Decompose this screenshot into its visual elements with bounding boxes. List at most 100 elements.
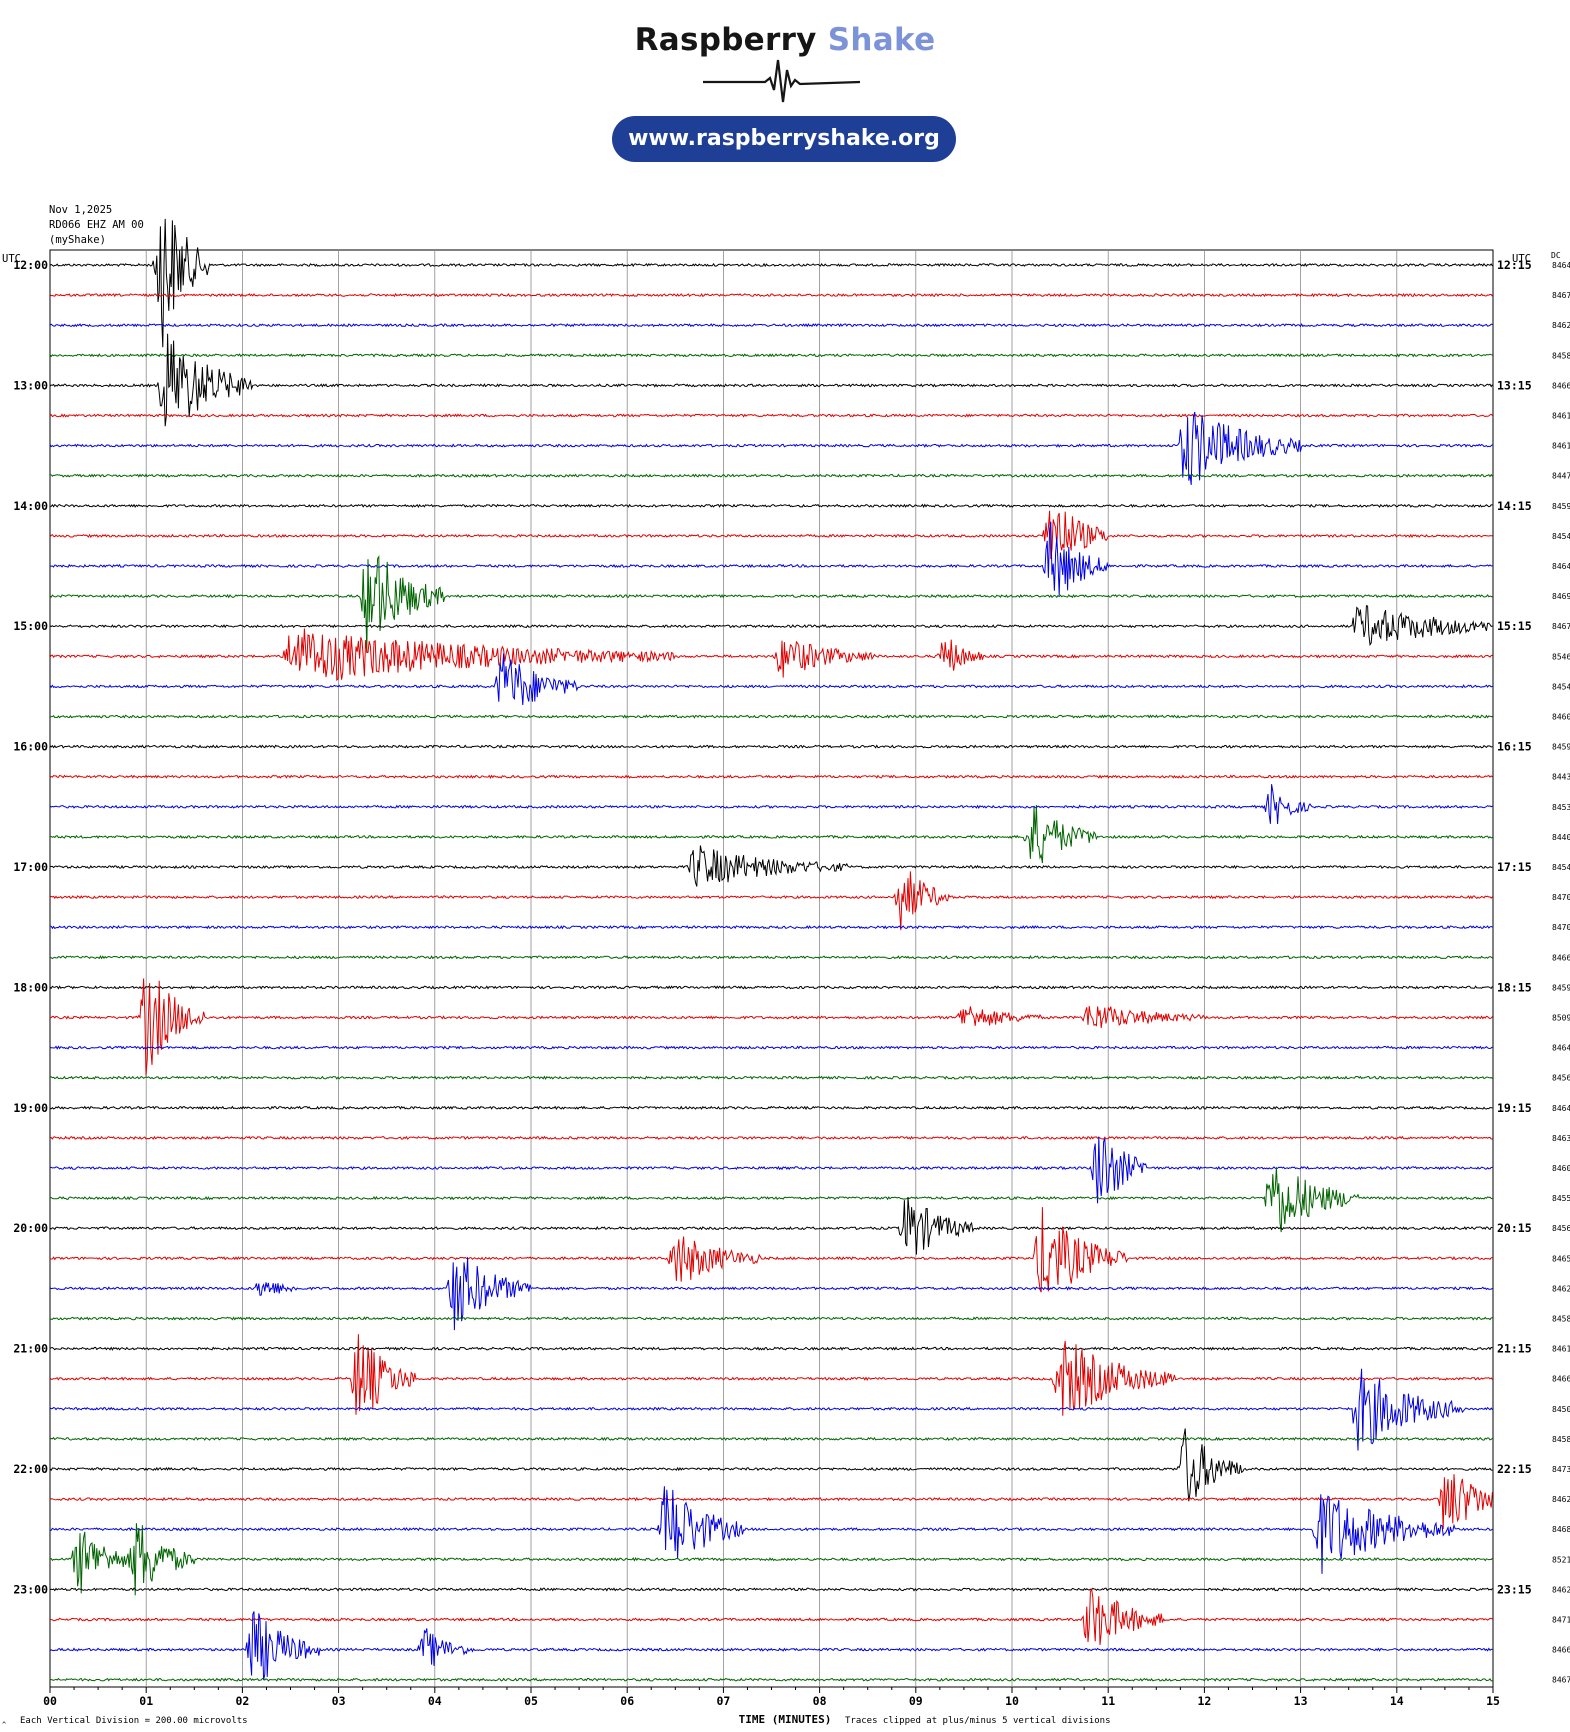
trace-line xyxy=(49,784,1493,825)
trace-line xyxy=(49,955,1493,960)
trace-line xyxy=(49,871,1493,931)
left-time-label: 13:00 xyxy=(13,378,48,392)
trace-line xyxy=(50,503,1493,509)
trace-line xyxy=(49,1075,1493,1080)
x-tick-label: 14 xyxy=(1390,1694,1404,1708)
seismograph-wave-icon xyxy=(703,59,861,103)
trace-line xyxy=(49,744,1493,749)
x-tick-label: 15 xyxy=(1486,1694,1500,1708)
right-time-label: 20:15 xyxy=(1497,1221,1532,1235)
trace-line xyxy=(49,1105,1493,1111)
brand-part1: Raspberry xyxy=(634,22,817,58)
trace-line xyxy=(49,473,1493,478)
dc-value: 8470 xyxy=(1552,893,1570,902)
dc-value: 8464 xyxy=(1552,1104,1570,1113)
right-time-label: 12:15 xyxy=(1497,258,1532,272)
dc-value: 8454 xyxy=(1552,863,1570,872)
dc-value: 8467 xyxy=(1552,1676,1570,1685)
brand-name: Raspberry Shake xyxy=(0,22,1570,58)
dc-value: 8461 xyxy=(1552,442,1570,451)
dc-value: 8461 xyxy=(1552,412,1570,421)
dc-value: 8462 xyxy=(1552,1585,1570,1594)
footer-clip-note: Traces clipped at plus/minus 5 vertical … xyxy=(845,1716,1111,1726)
left-time-label: 12:00 xyxy=(13,258,48,272)
x-tick-label: 05 xyxy=(524,1694,538,1708)
x-tick-label: 07 xyxy=(716,1694,730,1708)
dc-value: 8470 xyxy=(1552,923,1570,932)
x-tick-label: 01 xyxy=(139,1694,153,1708)
dc-value: 8546 xyxy=(1552,652,1570,661)
chart-header: Nov 1,2025 RD066 EHZ AM 00 (myShake) xyxy=(49,203,144,248)
trace-line xyxy=(49,1588,1493,1645)
trace-line xyxy=(49,714,1493,719)
left-time-label: 20:00 xyxy=(13,1221,48,1235)
trace-line xyxy=(49,1474,1493,1530)
x-tick-label: 06 xyxy=(620,1694,634,1708)
header-network: (myShake) xyxy=(49,234,106,246)
dc-value: 8471 xyxy=(1552,1616,1570,1625)
trace-line xyxy=(50,978,1493,1076)
footer-marker-icon: ^ xyxy=(2,1721,6,1729)
dc-value: 8462 xyxy=(1552,1284,1570,1293)
dc-value: 8509 xyxy=(1552,1014,1570,1023)
brand-part2: Shake xyxy=(827,22,936,58)
right-time-label: 14:15 xyxy=(1497,499,1532,513)
dc-value: 8454 xyxy=(1552,682,1570,691)
left-time-label: 23:00 xyxy=(13,1582,48,1596)
x-axis-title: TIME (MINUTES) xyxy=(739,1713,832,1726)
dc-value: 8454 xyxy=(1552,532,1570,541)
dc-value: 8463 xyxy=(1552,1134,1570,1143)
x-tick-label: 00 xyxy=(43,1694,57,1708)
dc-value: 8462 xyxy=(1552,321,1570,330)
left-axis-label: UTC xyxy=(2,253,21,265)
left-time-label: 18:00 xyxy=(13,980,48,994)
x-tick-label: 08 xyxy=(813,1694,827,1708)
header-station: RD066 EHZ AM 00 xyxy=(49,219,144,231)
dc-value: 8461 xyxy=(1552,1345,1570,1354)
x-tick-label: 02 xyxy=(235,1694,249,1708)
trace-line xyxy=(49,1346,1493,1351)
dc-value: 8447 xyxy=(1552,472,1570,481)
dc-value: 8443 xyxy=(1552,773,1570,782)
left-time-label: 16:00 xyxy=(13,740,48,754)
website-link[interactable]: www.raspberryshake.org xyxy=(612,116,956,162)
dc-value: 8468 xyxy=(1552,1525,1570,1534)
right-time-label: 15:15 xyxy=(1497,619,1532,633)
left-time-label: 19:00 xyxy=(13,1101,48,1115)
dc-value: 8464 xyxy=(1552,261,1570,270)
trace-line xyxy=(49,1486,1493,1574)
right-time-label: 17:15 xyxy=(1497,860,1532,874)
trace-line xyxy=(49,1428,1493,1502)
dc-value: 8462 xyxy=(1552,1495,1570,1504)
trace-line xyxy=(49,1136,1493,1204)
x-tick-label: 13 xyxy=(1294,1694,1308,1708)
right-axis-label: UTC xyxy=(1512,253,1531,265)
trace-line xyxy=(49,1368,1493,1451)
trace-line xyxy=(49,333,1493,427)
trace-line xyxy=(49,292,1493,298)
dc-value: 8453 xyxy=(1552,803,1570,812)
trace-line xyxy=(49,1436,1493,1442)
trace-line xyxy=(49,1045,1493,1050)
dc-value: 8458 xyxy=(1552,351,1570,360)
trace-line xyxy=(49,1207,1493,1293)
x-tick-label: 03 xyxy=(332,1694,346,1708)
right-time-label: 21:15 xyxy=(1497,1342,1532,1356)
dc-value: 8450 xyxy=(1552,1405,1570,1414)
right-time-label: 13:15 xyxy=(1497,378,1532,392)
dc-value: 8456 xyxy=(1552,1074,1570,1083)
trace-line xyxy=(49,628,1493,682)
trace-line xyxy=(49,510,1493,560)
trace-line xyxy=(49,1197,1493,1255)
dc-value: 8458 xyxy=(1552,1315,1570,1324)
trace-line xyxy=(49,1135,1493,1141)
dc-value: 8456 xyxy=(1552,1224,1570,1233)
plot-frame xyxy=(49,249,1494,1688)
dc-value: 8465 xyxy=(1552,1254,1570,1263)
trace-line xyxy=(49,774,1493,780)
dc-value: 8440 xyxy=(1552,833,1570,842)
dc-value: 8458 xyxy=(1552,1435,1570,1444)
left-time-label: 15:00 xyxy=(13,619,48,633)
right-time-label: 23:15 xyxy=(1497,1582,1532,1596)
